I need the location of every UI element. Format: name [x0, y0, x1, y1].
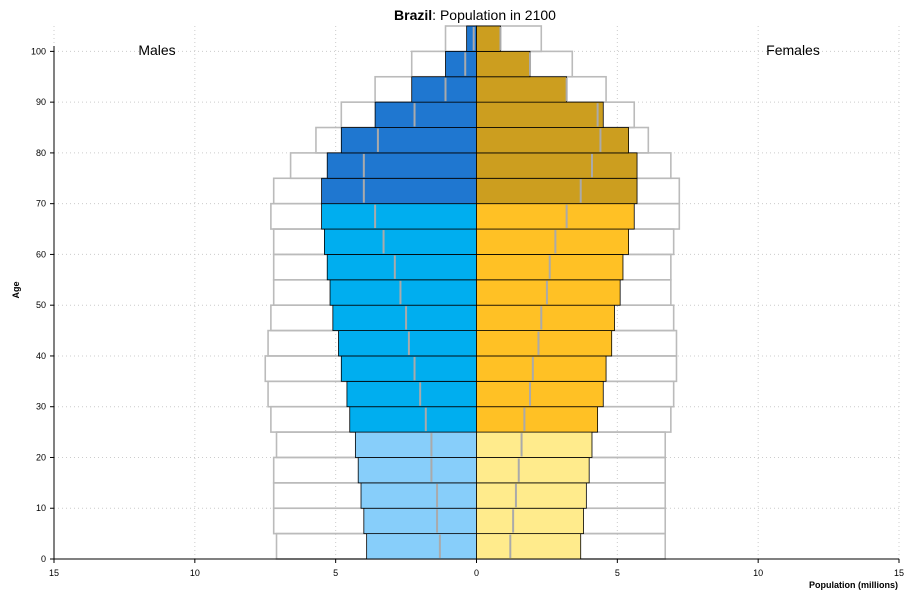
y-tick-label: 20 — [36, 452, 46, 462]
male-bar — [445, 50, 477, 78]
y-tick-label: 10 — [36, 503, 46, 513]
y-tick-label: 90 — [36, 97, 46, 107]
x-tick-label: 10 — [753, 568, 763, 578]
female-bar — [476, 152, 638, 179]
y-tick-label: 100 — [31, 46, 46, 56]
male-bar — [363, 507, 477, 535]
male-bar — [321, 177, 477, 205]
x-tick-label: 0 — [474, 568, 479, 578]
male-bar — [340, 127, 477, 154]
x-tick-label: 5 — [333, 568, 338, 578]
females-label: Females — [766, 42, 820, 58]
female-bar — [476, 177, 638, 205]
female-bar — [476, 127, 630, 154]
female-bar — [476, 101, 604, 128]
female-bar — [476, 482, 587, 509]
female-bar — [476, 25, 501, 52]
male-bar — [374, 101, 477, 128]
male-bar — [360, 482, 477, 509]
y-tick-label: 50 — [36, 300, 46, 310]
y-tick-label: 0 — [41, 554, 46, 564]
x-tick-label: 5 — [615, 568, 620, 578]
male-bar — [321, 203, 477, 230]
x-tick-label: 15 — [49, 568, 59, 578]
female-bar — [476, 279, 621, 306]
y-tick-label: 80 — [36, 148, 46, 158]
male-bar — [411, 76, 477, 103]
male-bar — [466, 25, 477, 52]
male-bar — [349, 406, 477, 433]
y-tick-label: 60 — [36, 249, 46, 259]
female-bar — [476, 533, 582, 560]
male-bar — [340, 355, 477, 382]
male-bar — [326, 152, 477, 179]
female-bar — [476, 355, 607, 382]
x-axis-title: Population (millions) — [809, 580, 898, 590]
male-bar — [366, 533, 477, 560]
y-tick-label: 70 — [36, 199, 46, 209]
female-bar — [476, 228, 630, 255]
female-bar — [476, 507, 584, 535]
female-bar — [476, 203, 635, 230]
male-bar — [354, 431, 477, 458]
female-bar — [476, 304, 615, 331]
male-bar — [326, 254, 477, 281]
female-bar — [476, 431, 593, 458]
male-bar — [346, 380, 477, 408]
male-bar — [323, 228, 477, 255]
bar-divider-markers — [362, 27, 602, 558]
female-bar — [476, 50, 531, 78]
male-bar — [329, 279, 477, 306]
y-axis-title: Age — [11, 281, 21, 298]
female-bar — [476, 76, 568, 103]
female-bar — [476, 380, 604, 408]
female-bar — [476, 406, 599, 433]
chart-title: Brazil: Population in 2100 — [394, 7, 556, 23]
chart-title-rest: : Population in 2100 — [432, 7, 556, 23]
x-tick-label: 15 — [894, 568, 904, 578]
male-bar — [338, 330, 477, 357]
males-label: Males — [138, 42, 175, 58]
female-bar — [476, 330, 613, 357]
male-bar — [357, 457, 477, 484]
y-tick-label: 30 — [36, 402, 46, 412]
x-tick-label: 10 — [190, 568, 200, 578]
female-bar — [476, 457, 590, 484]
male-bar — [332, 304, 477, 331]
y-tick-label: 40 — [36, 351, 46, 361]
chart-title-country: Brazil — [394, 7, 432, 23]
population-bars — [321, 25, 638, 560]
